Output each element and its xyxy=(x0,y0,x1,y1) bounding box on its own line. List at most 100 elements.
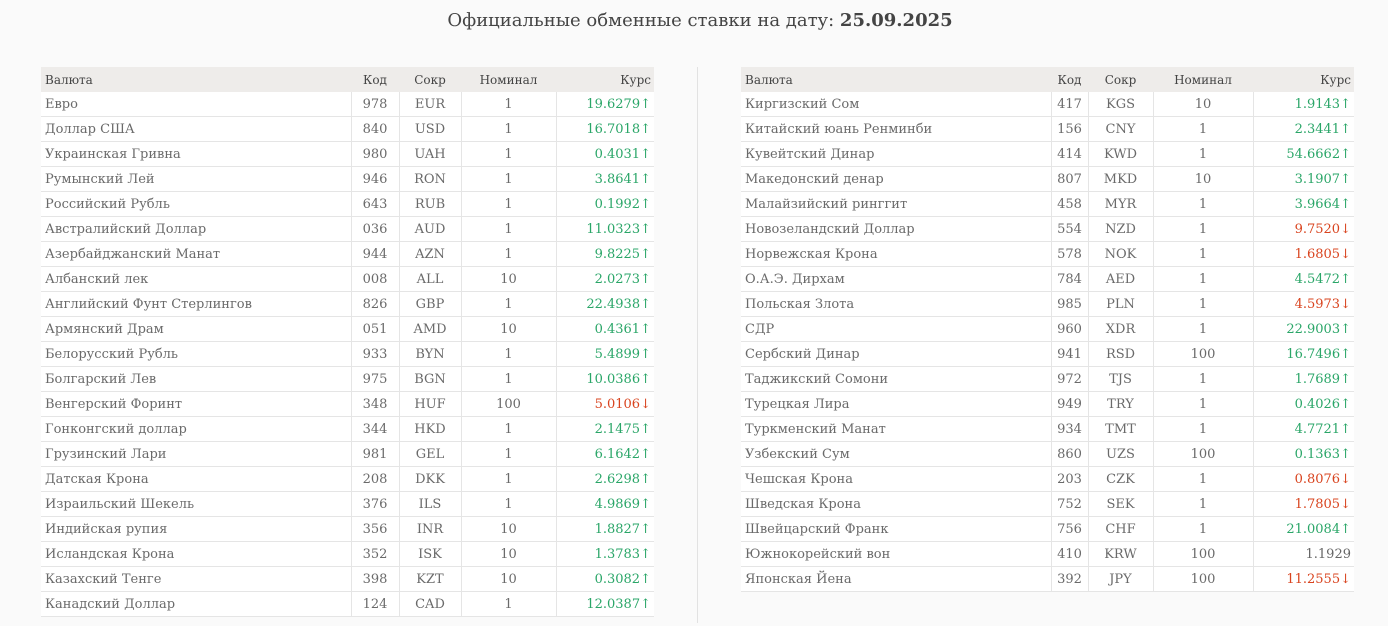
table-row: Датская Крона 208 DKK 1 2.6298↑ xyxy=(41,466,654,492)
currency-nominal: 1 xyxy=(1152,116,1253,142)
col-header-abbr[interactable]: Сокр xyxy=(1088,67,1153,92)
table-row: Японская Йена 392 JPY 100 11.2555↓ xyxy=(741,566,1354,592)
currency-abbr: AMD xyxy=(398,316,461,342)
col-header-currency[interactable]: Валюта xyxy=(741,67,1051,92)
currency-rate: 9.7520↓ xyxy=(1252,216,1354,242)
currency-rate: 4.5973↓ xyxy=(1252,291,1354,317)
col-header-currency[interactable]: Валюта xyxy=(41,67,351,92)
currency-rate: 1.8827↑ xyxy=(555,516,654,542)
col-header-nominal[interactable]: Номинал xyxy=(1153,67,1253,92)
col-header-code[interactable]: Код xyxy=(1051,67,1088,92)
currency-rate: 3.9664↑ xyxy=(1252,191,1354,217)
arrow-up-icon: ↑ xyxy=(1340,96,1351,112)
currency-nominal: 1 xyxy=(1152,391,1253,417)
arrow-up-icon: ↑ xyxy=(640,521,651,537)
currency-code: 578 xyxy=(1050,241,1088,267)
currency-name: Туркменский Манат xyxy=(741,416,1051,442)
table-row: Гонконгский доллар 344 HKD 1 2.1475↑ xyxy=(41,416,654,442)
rate-value: 22.9003 xyxy=(1286,321,1341,337)
col-header-abbr[interactable]: Сокр xyxy=(399,67,461,92)
currency-rate: 22.9003↑ xyxy=(1252,316,1354,342)
currency-nominal: 1 xyxy=(460,466,556,492)
currency-abbr: KWD xyxy=(1087,141,1153,167)
arrow-up-icon: ↑ xyxy=(640,596,651,612)
rate-value: 1.9143 xyxy=(1294,96,1341,112)
currency-rate: 3.8641↑ xyxy=(555,166,654,192)
table-row: Чешская Крона 203 CZK 1 0.8076↓ xyxy=(741,466,1354,492)
currency-name: Таджикский Сомони xyxy=(741,366,1051,392)
rate-value: 54.6662 xyxy=(1286,146,1341,162)
currency-rate: 10.0386↑ xyxy=(555,366,654,392)
table-row: Евро 978 EUR 1 19.6279↑ xyxy=(41,92,654,117)
currency-abbr: CZK xyxy=(1087,466,1153,492)
rates-body-right: Киргизский Сом 417 KGS 10 1.9143↑ Китайский ю… xyxy=(741,92,1354,592)
rate-value: 16.7018 xyxy=(586,121,641,137)
col-header-nominal[interactable]: Номинал xyxy=(461,67,556,92)
currency-abbr: MKD xyxy=(1087,166,1153,192)
rate-value: 3.1907 xyxy=(1294,171,1341,187)
col-header-rate[interactable]: Курс xyxy=(1253,67,1354,92)
arrow-down-icon: ↓ xyxy=(1340,471,1351,487)
currency-name: Российский Рубль xyxy=(41,191,351,217)
currency-nominal: 1 xyxy=(1152,216,1253,242)
currency-name: Швейцарский Франк xyxy=(741,516,1051,542)
currency-abbr: RUB xyxy=(398,191,461,217)
currency-abbr: CHF xyxy=(1087,516,1153,542)
rate-value: 2.0273 xyxy=(594,271,641,287)
currency-code: 980 xyxy=(350,141,399,167)
currency-rate: 1.9143↑ xyxy=(1252,92,1354,117)
currency-code: 417 xyxy=(1050,92,1088,117)
currency-abbr: JPY xyxy=(1087,566,1153,592)
currency-nominal: 1 xyxy=(460,291,556,317)
rates-body-left: Евро 978 EUR 1 19.6279↑ Доллар США 840 USD 1 16.7… xyxy=(41,92,654,617)
currency-code: 008 xyxy=(350,266,399,292)
rates-table-right: Валюта Код Сокр Номинал Курс Киргизский … xyxy=(741,67,1354,592)
currency-nominal: 1 xyxy=(1152,366,1253,392)
currency-code: 807 xyxy=(1050,166,1088,192)
table-row: Македонский денар 807 MKD 10 3.1907↑ xyxy=(741,166,1354,192)
table-row: Кувейтский Динар 414 KWD 1 54.6662↑ xyxy=(741,141,1354,167)
currency-rate: 11.0323↑ xyxy=(555,216,654,242)
currency-name: Австралийский Доллар xyxy=(41,216,351,242)
currency-name: Исландская Крона xyxy=(41,541,351,567)
currency-code: 752 xyxy=(1050,491,1088,517)
currency-code: 156 xyxy=(1050,116,1088,142)
rate-value: 11.0323 xyxy=(586,221,641,237)
currency-nominal: 1 xyxy=(1152,266,1253,292)
arrow-up-icon: ↑ xyxy=(640,221,651,237)
currency-name: Киргизский Сом xyxy=(741,92,1051,117)
currency-abbr: CNY xyxy=(1087,116,1153,142)
currency-rate: 0.8076↓ xyxy=(1252,466,1354,492)
currency-name: Албанский лек xyxy=(41,266,351,292)
col-header-code[interactable]: Код xyxy=(351,67,399,92)
rate-value: 1.7805 xyxy=(1294,496,1341,512)
table-row: Австралийский Доллар 036 AUD 1 11.0323↑ xyxy=(41,216,654,242)
arrow-up-icon: ↑ xyxy=(640,346,651,362)
currency-code: 410 xyxy=(1050,541,1088,567)
currency-code: 840 xyxy=(350,116,399,142)
col-header-rate[interactable]: Курс xyxy=(556,67,654,92)
table-row: Азербайджанский Манат 944 AZN 1 9.8225↑ xyxy=(41,241,654,267)
table-row: Турецкая Лира 949 TRY 1 0.4026↑ xyxy=(741,391,1354,417)
currency-abbr: XDR xyxy=(1087,316,1153,342)
currency-code: 356 xyxy=(350,516,399,542)
currency-abbr: UZS xyxy=(1087,441,1153,467)
currency-name: Украинская Гривна xyxy=(41,141,351,167)
currency-abbr: DKK xyxy=(398,466,461,492)
rate-value: 9.8225 xyxy=(594,246,641,262)
currency-nominal: 1 xyxy=(460,241,556,267)
currency-nominal: 10 xyxy=(1152,166,1253,192)
currency-rate: 4.5472↑ xyxy=(1252,266,1354,292)
currency-abbr: BYN xyxy=(398,341,461,367)
rate-value: 1.1929 xyxy=(1305,546,1352,562)
currency-rate: 2.1475↑ xyxy=(555,416,654,442)
currency-nominal: 1 xyxy=(1152,491,1253,517)
currency-abbr: GEL xyxy=(398,441,461,467)
rate-value: 3.8641 xyxy=(594,171,641,187)
rate-value: 9.7520 xyxy=(1294,221,1341,237)
currency-code: 348 xyxy=(350,391,399,417)
currency-name: Канадский Доллар xyxy=(41,591,351,617)
currency-name: Польская Злота xyxy=(741,291,1051,317)
title-text: Официальные обменные ставки на дату: xyxy=(447,10,840,31)
rate-value: 6.1642 xyxy=(594,446,641,462)
